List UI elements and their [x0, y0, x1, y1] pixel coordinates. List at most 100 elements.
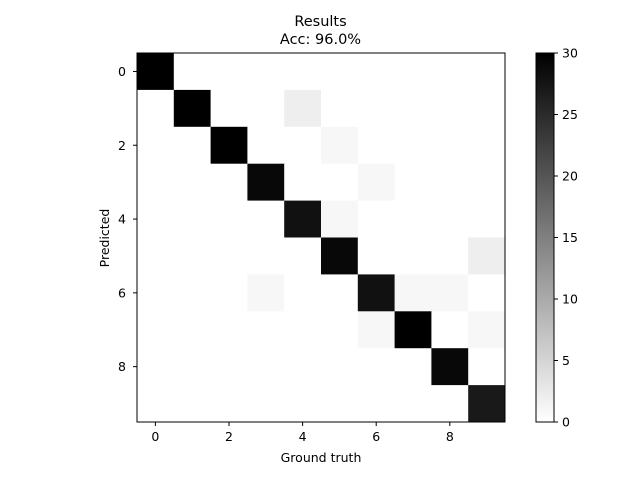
heatmap-cell [321, 311, 359, 349]
heatmap-cell [431, 274, 469, 312]
heatmap-cell [321, 126, 359, 165]
heatmap-cell [357, 200, 395, 238]
heatmap-cell [468, 163, 506, 201]
heatmap-cell [173, 311, 211, 349]
x-tick-label: 4 [299, 429, 307, 444]
heatmap-cell [284, 348, 322, 386]
x-tick-label: 2 [225, 429, 233, 444]
colorbar-tick-label: 0 [562, 415, 570, 430]
heatmap-cell [137, 53, 175, 91]
heatmap-cell [210, 274, 248, 312]
heatmap-cell [210, 348, 248, 386]
heatmap-cell [284, 385, 322, 423]
heatmap-cell [468, 348, 506, 386]
heatmap-cell [173, 163, 211, 201]
x-axis-label: Ground truth [281, 450, 362, 465]
heatmap-cell [431, 53, 469, 91]
heatmap-cell [137, 385, 175, 423]
colorbar-tick-label: 15 [562, 230, 578, 245]
heatmap-cell [137, 311, 175, 349]
heatmap-cell [137, 163, 175, 201]
heatmap-cell [357, 348, 395, 386]
heatmap-cell [431, 200, 469, 238]
heatmap-cell [247, 126, 285, 165]
heatmap-cells [137, 53, 506, 423]
heatmap-cell [284, 53, 322, 91]
heatmap-cell [247, 311, 285, 349]
x-tick-label: 6 [372, 429, 380, 444]
y-tick-label: 6 [118, 285, 126, 300]
heatmap-cell [357, 126, 395, 165]
x-tick-label: 8 [446, 429, 454, 444]
heatmap-cell [210, 89, 248, 128]
heatmap-cell [284, 89, 322, 128]
heatmap-cell [468, 311, 506, 349]
heatmap-cell [173, 274, 211, 312]
heatmap-cell [210, 126, 248, 165]
heatmap-cell [321, 89, 359, 128]
heatmap-cell [210, 385, 248, 423]
heatmap-cell [247, 163, 285, 201]
heatmap-cell [394, 237, 432, 275]
heatmap-cell [137, 200, 175, 238]
heatmap-cell [247, 348, 285, 386]
heatmap-cell [137, 89, 175, 128]
heatmap-cell [321, 237, 359, 275]
heatmap-cell [431, 163, 469, 201]
chart-title: Results [294, 14, 346, 30]
colorbar-tick-label: 10 [562, 292, 578, 307]
heatmap-cell [431, 311, 469, 349]
heatmap-cell [357, 274, 395, 312]
heatmap-cell [468, 274, 506, 312]
heatmap-cell [394, 311, 432, 349]
heatmap-cell [173, 89, 211, 128]
colorbar-tick-label: 20 [562, 169, 578, 184]
y-tick-label: 2 [118, 138, 126, 153]
x-tick-label: 0 [151, 429, 159, 444]
heatmap-cell [431, 89, 469, 128]
heatmap-cell [431, 126, 469, 165]
heatmap-cell [137, 348, 175, 386]
colorbar [535, 52, 555, 423]
heatmap-cell [431, 348, 469, 386]
heatmap-cell [284, 237, 322, 275]
colorbar-ticks: 0 5 10 15 20 25 30 [554, 46, 578, 430]
heatmap-cell [284, 311, 322, 349]
heatmap-cell [394, 89, 432, 128]
y-tick-label: 8 [118, 359, 126, 374]
heatmap-cell [247, 53, 285, 91]
heatmap-cell [247, 237, 285, 275]
heatmap-cell [173, 126, 211, 165]
colorbar-tick-label: 25 [562, 107, 578, 122]
heatmap-cell [431, 385, 469, 423]
heatmap-cell [247, 274, 285, 312]
heatmap-cell [357, 89, 395, 128]
plot-frame [136, 52, 506, 423]
heatmap-cell [321, 274, 359, 312]
heatmap-cell [357, 53, 395, 91]
heatmap-cell [468, 53, 506, 91]
heatmap-cell [210, 53, 248, 91]
heatmap-cell [468, 89, 506, 128]
heatmap-cell [468, 385, 506, 423]
heatmap-cell [468, 126, 506, 165]
heatmap-cell [173, 53, 211, 91]
heatmap-cell [137, 274, 175, 312]
y-tick-label: 4 [118, 212, 126, 227]
heatmap-cell [284, 274, 322, 312]
heatmap-cell [173, 200, 211, 238]
heatmap-cell [357, 311, 395, 349]
heatmap-cell [394, 274, 432, 312]
y-axis-ticks: 0 2 4 6 8 [118, 64, 137, 374]
heatmap-cell [394, 200, 432, 238]
heatmap-cell [357, 385, 395, 423]
heatmap-cell [321, 53, 359, 91]
heatmap-cell [468, 237, 506, 275]
y-tick-label: 0 [118, 64, 126, 79]
chart-subtitle: Acc: 96.0% [280, 32, 361, 48]
colorbar-tick-label: 30 [562, 46, 578, 61]
heatmap-cell [247, 200, 285, 238]
heatmap-cell [321, 200, 359, 238]
heatmap-cell [284, 200, 322, 238]
